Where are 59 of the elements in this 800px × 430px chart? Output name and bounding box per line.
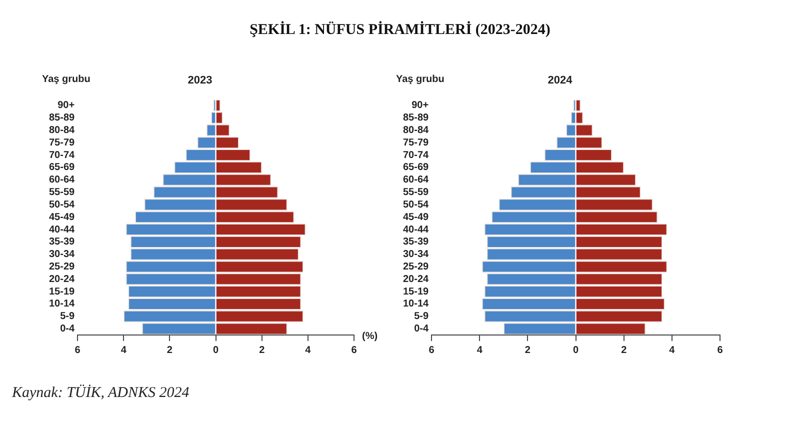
y-tick-label: 10-14 (403, 298, 430, 310)
chart-title: 2024 (548, 74, 574, 87)
y-tick-label: 40-44 (49, 224, 76, 236)
y-tick-label: 55-59 (403, 187, 430, 198)
x-tick-label: 2 (621, 344, 628, 356)
y-tick-label: 85-89 (403, 112, 430, 124)
y-tick-label: 45-49 (403, 212, 430, 223)
y-tick-label: 85-89 (49, 112, 76, 124)
text: ŞEKİL 1: NÜFUS PİRAMİTLERİ (2023-2024) (248, 22, 552, 39)
x-tick-label: 2 (166, 344, 173, 356)
y-tick-label: 75-79 (49, 137, 76, 148)
x-tick-label: 6 (351, 344, 358, 356)
x-tick-label: 4 (669, 344, 676, 356)
y-tick-label: 90+ (58, 100, 75, 112)
y-tick-label: 5-9 (414, 311, 430, 322)
y-tick-label: 80-84 (403, 124, 430, 136)
x-tick-label: 6 (428, 344, 435, 356)
x-tick-label: 2 (524, 344, 531, 356)
x-tick-label: 4 (120, 344, 127, 356)
x-tick-label: 0 (573, 344, 580, 356)
y-tick-label: 35-39 (403, 236, 430, 248)
y-tick-label: 75-79 (403, 137, 430, 148)
y-tick-label: 25-29 (403, 261, 430, 272)
y-tick-label: 70-74 (403, 150, 430, 161)
y-tick-label: 25-29 (49, 261, 76, 272)
y-tick-label: 15-19 (403, 286, 430, 298)
y-tick-label: 65-69 (403, 162, 430, 174)
y-axis-title: Yaş grubu (42, 74, 90, 85)
y-tick-label: 70-74 (49, 150, 76, 161)
y-tick-label: 30-34 (49, 249, 76, 260)
y-tick-label: 45-49 (49, 212, 76, 223)
y-tick-label: 50-54 (403, 199, 430, 210)
y-tick-label: 50-54 (49, 199, 76, 210)
x-tick-label: 4 (305, 344, 312, 356)
y-tick-label: 55-59 (49, 187, 76, 198)
x-axis-title: (%) (362, 330, 378, 342)
y-tick-label: 10-14 (49, 298, 76, 310)
y-axis-title: Yaş grubu (396, 74, 444, 85)
y-tick-label: 15-19 (49, 286, 76, 298)
x-tick-label: 0 (213, 344, 220, 356)
y-tick-label: 60-64 (403, 174, 430, 186)
x-tick-label: 6 (717, 344, 724, 356)
y-tick-label: 80-84 (49, 124, 76, 136)
y-tick-label: 60-64 (49, 174, 76, 186)
y-tick-label: 90+ (412, 100, 429, 112)
x-tick-label: 4 (476, 344, 483, 356)
chart-subtitle: 2023 (188, 74, 212, 87)
y-tick-label: 40-44 (403, 224, 430, 236)
y-tick-label: 0-4 (60, 324, 76, 335)
y-tick-label: 35-39 (49, 236, 76, 248)
y-tick-label: 5-9 (60, 311, 76, 322)
x-tick-label: 6 (74, 344, 81, 356)
y-tick-label: 0-4 (414, 324, 430, 335)
y-tick-label: 20-24 (403, 274, 430, 285)
y-tick-label: 20-24 (49, 274, 76, 285)
y-tick-label: 30-34 (403, 249, 430, 260)
text: Kaynak: TÜİK, ADNKS 2024 (12, 385, 190, 402)
y-tick-label: 65-69 (49, 162, 76, 174)
x-tick-label: 2 (259, 344, 266, 356)
